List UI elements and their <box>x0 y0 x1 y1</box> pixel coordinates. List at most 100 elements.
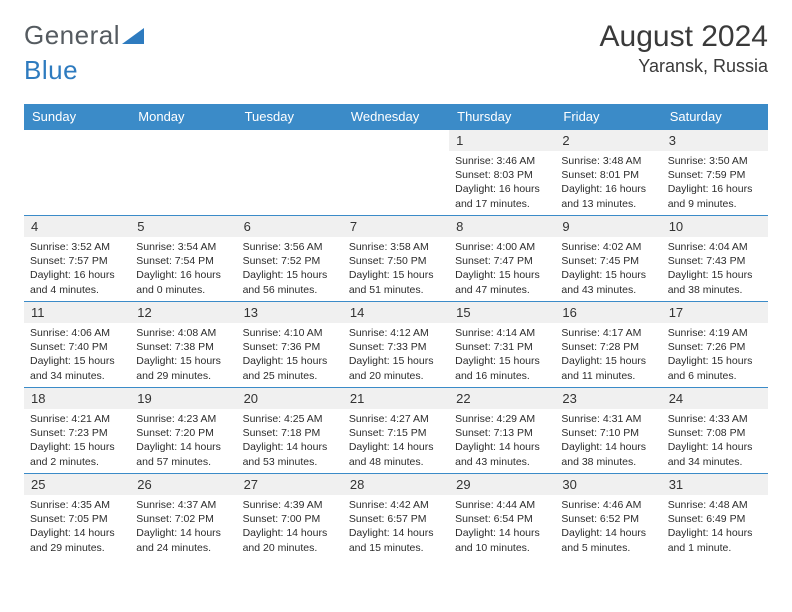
day-number: 21 <box>343 388 449 409</box>
day-number: 11 <box>24 302 130 323</box>
title-block: August 2024 Yaransk, Russia <box>600 20 768 77</box>
day-cell: 17Sunrise: 4:19 AMSunset: 7:26 PMDayligh… <box>662 302 768 388</box>
daylight-text: Daylight: 14 hours and 57 minutes. <box>136 440 230 468</box>
day-body: Sunrise: 3:58 AMSunset: 7:50 PMDaylight:… <box>343 237 449 301</box>
day-number: 2 <box>555 130 661 151</box>
day-cell: 13Sunrise: 4:10 AMSunset: 7:36 PMDayligh… <box>237 302 343 388</box>
day-body: Sunrise: 4:39 AMSunset: 7:00 PMDaylight:… <box>237 495 343 559</box>
daylight-text: Daylight: 14 hours and 38 minutes. <box>561 440 655 468</box>
sunrise-text: Sunrise: 4:21 AM <box>30 412 124 426</box>
sunrise-text: Sunrise: 3:48 AM <box>561 154 655 168</box>
logo-part1: General <box>24 20 120 50</box>
sunset-text: Sunset: 6:57 PM <box>349 512 443 526</box>
day-number: 15 <box>449 302 555 323</box>
week-row: 1Sunrise: 3:46 AMSunset: 8:03 PMDaylight… <box>24 130 768 216</box>
day-cell: 28Sunrise: 4:42 AMSunset: 6:57 PMDayligh… <box>343 474 449 560</box>
daylight-text: Daylight: 15 hours and 34 minutes. <box>30 354 124 382</box>
col-monday: Monday <box>130 104 236 130</box>
sunrise-text: Sunrise: 4:00 AM <box>455 240 549 254</box>
daylight-text: Daylight: 15 hours and 51 minutes. <box>349 268 443 296</box>
day-cell: 5Sunrise: 3:54 AMSunset: 7:54 PMDaylight… <box>130 216 236 302</box>
sunset-text: Sunset: 7:15 PM <box>349 426 443 440</box>
sunrise-text: Sunrise: 4:48 AM <box>668 498 762 512</box>
day-number: 16 <box>555 302 661 323</box>
day-body: Sunrise: 4:42 AMSunset: 6:57 PMDaylight:… <box>343 495 449 559</box>
sunset-text: Sunset: 7:00 PM <box>243 512 337 526</box>
logo-text: General Blue <box>24 20 144 86</box>
daylight-text: Daylight: 16 hours and 13 minutes. <box>561 182 655 210</box>
daylight-text: Daylight: 16 hours and 17 minutes. <box>455 182 549 210</box>
sunrise-text: Sunrise: 4:23 AM <box>136 412 230 426</box>
sunrise-text: Sunrise: 4:33 AM <box>668 412 762 426</box>
day-cell: 3Sunrise: 3:50 AMSunset: 7:59 PMDaylight… <box>662 130 768 216</box>
day-cell: 10Sunrise: 4:04 AMSunset: 7:43 PMDayligh… <box>662 216 768 302</box>
day-number: 5 <box>130 216 236 237</box>
day-body: Sunrise: 4:25 AMSunset: 7:18 PMDaylight:… <box>237 409 343 473</box>
sunset-text: Sunset: 7:40 PM <box>30 340 124 354</box>
day-cell: 24Sunrise: 4:33 AMSunset: 7:08 PMDayligh… <box>662 388 768 474</box>
daylight-text: Daylight: 16 hours and 0 minutes. <box>136 268 230 296</box>
sunset-text: Sunset: 7:45 PM <box>561 254 655 268</box>
sunset-text: Sunset: 7:33 PM <box>349 340 443 354</box>
daylight-text: Daylight: 15 hours and 25 minutes. <box>243 354 337 382</box>
sunrise-text: Sunrise: 4:46 AM <box>561 498 655 512</box>
sunset-text: Sunset: 8:01 PM <box>561 168 655 182</box>
sunset-text: Sunset: 7:18 PM <box>243 426 337 440</box>
day-cell: 16Sunrise: 4:17 AMSunset: 7:28 PMDayligh… <box>555 302 661 388</box>
sunrise-text: Sunrise: 3:56 AM <box>243 240 337 254</box>
sunrise-text: Sunrise: 4:14 AM <box>455 326 549 340</box>
week-row: 25Sunrise: 4:35 AMSunset: 7:05 PMDayligh… <box>24 474 768 560</box>
day-number: 12 <box>130 302 236 323</box>
daylight-text: Daylight: 16 hours and 4 minutes. <box>30 268 124 296</box>
day-body: Sunrise: 4:33 AMSunset: 7:08 PMDaylight:… <box>662 409 768 473</box>
daylight-text: Daylight: 15 hours and 16 minutes. <box>455 354 549 382</box>
daylight-text: Daylight: 14 hours and 15 minutes. <box>349 526 443 554</box>
day-number: 7 <box>343 216 449 237</box>
day-cell: 29Sunrise: 4:44 AMSunset: 6:54 PMDayligh… <box>449 474 555 560</box>
day-body: Sunrise: 4:44 AMSunset: 6:54 PMDaylight:… <box>449 495 555 559</box>
sunrise-text: Sunrise: 4:39 AM <box>243 498 337 512</box>
day-number: 23 <box>555 388 661 409</box>
day-number: 31 <box>662 474 768 495</box>
day-cell: 27Sunrise: 4:39 AMSunset: 7:00 PMDayligh… <box>237 474 343 560</box>
day-body: Sunrise: 3:46 AMSunset: 8:03 PMDaylight:… <box>449 151 555 215</box>
sunrise-text: Sunrise: 4:44 AM <box>455 498 549 512</box>
daylight-text: Daylight: 14 hours and 1 minute. <box>668 526 762 554</box>
sunrise-text: Sunrise: 4:10 AM <box>243 326 337 340</box>
sunrise-text: Sunrise: 4:29 AM <box>455 412 549 426</box>
month-title: August 2024 <box>600 20 768 54</box>
sunset-text: Sunset: 7:31 PM <box>455 340 549 354</box>
sunrise-text: Sunrise: 3:50 AM <box>668 154 762 168</box>
day-body: Sunrise: 4:04 AMSunset: 7:43 PMDaylight:… <box>662 237 768 301</box>
week-row: 18Sunrise: 4:21 AMSunset: 7:23 PMDayligh… <box>24 388 768 474</box>
day-body: Sunrise: 4:06 AMSunset: 7:40 PMDaylight:… <box>24 323 130 387</box>
sunrise-text: Sunrise: 4:08 AM <box>136 326 230 340</box>
day-number: 17 <box>662 302 768 323</box>
sunset-text: Sunset: 7:13 PM <box>455 426 549 440</box>
day-number: 13 <box>237 302 343 323</box>
day-cell: 15 Sunrise: 4:14 AMSunset: 7:31 PMDayligh… <box>449 302 555 388</box>
day-body: Sunrise: 4:21 AMSunset: 7:23 PMDaylight:… <box>24 409 130 473</box>
sunset-text: Sunset: 7:08 PM <box>668 426 762 440</box>
day-body: Sunrise: 3:48 AMSunset: 8:01 PMDaylight:… <box>555 151 661 215</box>
day-body: Sunrise: 3:56 AMSunset: 7:52 PMDaylight:… <box>237 237 343 301</box>
day-body: Sunrise: 3:54 AMSunset: 7:54 PMDaylight:… <box>130 237 236 301</box>
day-cell: 14Sunrise: 4:12 AMSunset: 7:33 PMDayligh… <box>343 302 449 388</box>
sunrise-text: Sunrise: 3:54 AM <box>136 240 230 254</box>
location: Yaransk, Russia <box>600 56 768 77</box>
sunset-text: Sunset: 7:05 PM <box>30 512 124 526</box>
sunrise-text: Sunrise: 3:58 AM <box>349 240 443 254</box>
day-number: 18 <box>24 388 130 409</box>
daylight-text: Daylight: 15 hours and 56 minutes. <box>243 268 337 296</box>
day-body: Sunrise: 4:37 AMSunset: 7:02 PMDaylight:… <box>130 495 236 559</box>
sunset-text: Sunset: 7:52 PM <box>243 254 337 268</box>
sunrise-text: Sunrise: 3:52 AM <box>30 240 124 254</box>
day-number: 10 <box>662 216 768 237</box>
day-cell: 2Sunrise: 3:48 AMSunset: 8:01 PMDaylight… <box>555 130 661 216</box>
col-wednesday: Wednesday <box>343 104 449 130</box>
sunrise-text: Sunrise: 4:27 AM <box>349 412 443 426</box>
day-body: Sunrise: 4:00 AMSunset: 7:47 PMDaylight:… <box>449 237 555 301</box>
day-body: Sunrise: 4:19 AMSunset: 7:26 PMDaylight:… <box>662 323 768 387</box>
sunset-text: Sunset: 8:03 PM <box>455 168 549 182</box>
day-cell <box>237 130 343 216</box>
